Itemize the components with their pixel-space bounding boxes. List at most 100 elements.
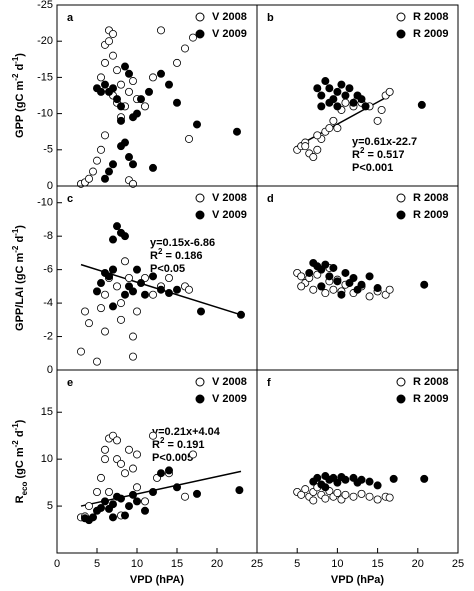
data-point <box>345 84 354 93</box>
data-point <box>117 80 126 89</box>
data-point <box>341 268 350 277</box>
data-point <box>156 69 165 78</box>
text-part: d <box>14 236 26 246</box>
data-point <box>113 222 122 231</box>
legend-marker <box>195 394 205 404</box>
text-part: = 0.191 <box>164 439 204 451</box>
data-point <box>196 307 205 316</box>
text-part: -2 <box>11 245 20 253</box>
data-point <box>121 232 130 241</box>
annotation: P<0.05 <box>150 263 185 275</box>
annotation: P<0.001 <box>352 162 393 174</box>
y-tick-label: 5 <box>47 500 53 512</box>
data-point <box>321 289 330 298</box>
data-point <box>85 502 94 511</box>
data-point <box>164 466 173 475</box>
x-tick-label: 10 <box>131 558 143 570</box>
data-point <box>101 131 110 140</box>
panel-label: e <box>67 377 73 389</box>
y-tick-label: -15 <box>37 71 53 83</box>
data-point <box>420 474 429 483</box>
text-part: = 0.186 <box>162 250 202 262</box>
legend-marker <box>396 394 406 404</box>
data-point <box>97 145 106 154</box>
data-point <box>305 268 314 277</box>
data-point <box>121 511 130 520</box>
data-point <box>109 500 118 509</box>
data-point <box>357 475 366 484</box>
x-tick-label: 25 <box>251 558 263 570</box>
y-tick-label: 0 <box>47 364 53 376</box>
data-point <box>333 87 342 96</box>
data-point <box>93 287 102 296</box>
data-point <box>132 265 141 274</box>
data-point <box>389 474 398 483</box>
text-part: 2 <box>160 436 165 445</box>
data-point <box>385 493 394 502</box>
data-point <box>148 290 157 299</box>
text-part: d <box>14 430 26 440</box>
legend-label: R 2009 <box>413 28 448 40</box>
data-point <box>121 469 130 478</box>
y-tick-label: -20 <box>37 35 53 47</box>
legend-label: V 2008 <box>212 11 247 23</box>
data-point <box>93 357 102 366</box>
data-point <box>125 69 134 78</box>
y-axis-label: Reco (gC m-2 d-1) <box>11 419 29 503</box>
data-point <box>373 116 382 125</box>
data-point <box>117 299 126 308</box>
data-point <box>325 84 334 93</box>
text-part: (gC m <box>14 447 26 481</box>
data-point <box>89 167 98 176</box>
data-point <box>148 163 157 172</box>
y-tick-label: -25 <box>37 0 53 11</box>
data-point <box>101 455 110 464</box>
x-tick-label: 15 <box>171 558 183 570</box>
data-point <box>113 282 122 291</box>
data-point <box>117 494 126 503</box>
annotation: y=0.61x-22.7 <box>352 136 417 148</box>
y-tick-label: -2 <box>43 330 53 342</box>
y-axis-label: GPP/LAI (gC m-2 d-1) <box>11 225 26 331</box>
data-point <box>365 292 374 301</box>
data-point <box>140 290 149 299</box>
y-tick-label: -10 <box>37 197 53 209</box>
data-point <box>101 80 110 89</box>
data-point <box>420 280 429 289</box>
data-point <box>109 51 118 60</box>
text-part: R <box>152 439 160 451</box>
x-tick-label: 5 <box>94 558 100 570</box>
data-point <box>337 290 346 299</box>
data-point <box>341 98 350 107</box>
text-part: ) <box>14 419 26 423</box>
x-tick-label: 0 <box>54 558 60 570</box>
text-part: ) <box>14 225 26 229</box>
legend-marker <box>195 210 205 220</box>
text-part: = 0.517 <box>364 149 404 161</box>
panel-label: f <box>267 377 271 389</box>
data-point <box>77 347 86 356</box>
legend-marker <box>396 377 406 387</box>
data-point <box>105 272 114 281</box>
data-point <box>128 490 137 499</box>
annotation: R2 = 0.186 <box>150 247 202 262</box>
data-point <box>337 80 346 89</box>
data-point <box>377 105 386 114</box>
data-point <box>164 273 173 282</box>
text-part: ) <box>14 53 26 57</box>
data-point <box>117 102 126 111</box>
text-part: 2 <box>158 247 163 256</box>
data-point <box>105 37 114 46</box>
x-tick-label: 10 <box>331 558 343 570</box>
data-point <box>361 102 370 111</box>
data-point <box>121 257 130 266</box>
data-point <box>101 290 110 299</box>
data-point <box>97 473 106 482</box>
text-part: GPP (gC m <box>14 81 26 138</box>
data-point <box>317 91 326 100</box>
y-tick-label: 10 <box>41 453 53 465</box>
x-tick-label: 15 <box>371 558 383 570</box>
data-point <box>297 490 306 499</box>
data-point <box>373 481 382 490</box>
data-point <box>236 310 245 319</box>
